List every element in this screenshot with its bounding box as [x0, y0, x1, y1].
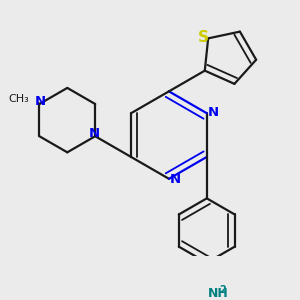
Text: S: S [198, 30, 209, 45]
Text: N: N [35, 95, 46, 108]
Text: CH₃: CH₃ [8, 94, 29, 104]
Text: NH: NH [208, 287, 229, 300]
Text: N: N [208, 106, 219, 118]
Text: N: N [88, 128, 100, 140]
Text: 2: 2 [219, 285, 226, 295]
Text: N: N [170, 173, 181, 186]
